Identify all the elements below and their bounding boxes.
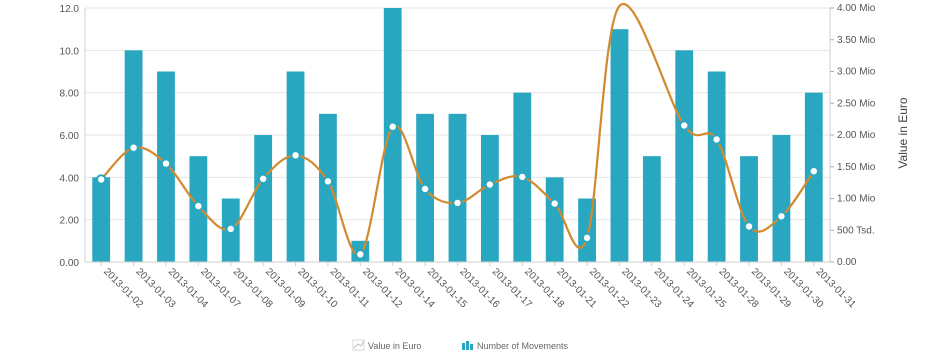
bar — [254, 135, 273, 262]
left-tick-label: 8.00 — [60, 89, 80, 100]
bar — [448, 113, 467, 262]
line-point — [290, 150, 301, 161]
bar — [319, 113, 337, 262]
left-tick-label: 10.0 — [60, 46, 80, 57]
left-tick-label: 0.00 — [60, 258, 80, 269]
right-tick-label: 1.50 Mio — [837, 162, 876, 173]
right-tick-label: 4.00 Mio — [837, 3, 876, 14]
line-point — [743, 221, 755, 232]
right-axis-title: Value in Euro — [896, 97, 910, 168]
left-tick-label: 4.00 — [60, 173, 80, 184]
line-point — [355, 249, 366, 260]
left-tick-label: 2.00 — [60, 216, 80, 227]
right-tick-label: 1.00 Mio — [837, 194, 876, 205]
line-point — [387, 121, 398, 132]
line-point — [808, 165, 820, 177]
bar — [707, 71, 726, 262]
bar — [383, 8, 402, 262]
line-point — [257, 173, 269, 185]
line-point — [419, 183, 431, 195]
left-tick-label: 6.00 — [60, 131, 80, 142]
bar-legend-icon — [462, 341, 473, 350]
line-point — [711, 134, 722, 145]
legend-item-line[interactable]: Value in Euro — [352, 339, 421, 351]
bar — [124, 50, 143, 263]
line-point — [160, 158, 172, 169]
right-tick-label: 3.50 Mio — [837, 35, 876, 46]
line-point — [549, 198, 560, 209]
line-point — [225, 223, 236, 235]
line-point — [484, 179, 496, 190]
legend: Value in Euro Number of Movements — [352, 339, 569, 351]
legend-item-bar[interactable]: Number of Movements — [462, 341, 569, 351]
bar — [545, 177, 564, 262]
bar — [480, 135, 499, 262]
line-point — [776, 211, 787, 222]
bar — [642, 156, 661, 262]
line-point — [128, 142, 139, 153]
bar — [610, 29, 629, 262]
line-point — [95, 174, 107, 185]
legend-label-bar: Number of Movements — [477, 341, 569, 351]
line-point — [517, 171, 528, 183]
line-point — [679, 120, 690, 131]
line-legend-icon — [352, 339, 365, 351]
bar — [675, 50, 694, 263]
right-tick-label: 500 Tsd. — [837, 225, 875, 236]
right-tick-label: 0.00 — [837, 257, 857, 268]
legend-label-line: Value in Euro — [368, 341, 421, 351]
line-point — [581, 232, 593, 244]
left-tick-label: 12.0 — [60, 4, 80, 15]
bar — [740, 156, 758, 262]
bar — [92, 177, 111, 262]
right-tick-label: 2.00 Mio — [837, 130, 876, 141]
line-point — [322, 176, 334, 187]
line-point — [452, 197, 463, 209]
line-series — [95, 2, 820, 260]
right-tick-label: 2.50 Mio — [837, 98, 876, 109]
line-point — [193, 200, 204, 212]
bar — [804, 92, 823, 263]
bar — [286, 71, 305, 262]
bar — [772, 135, 791, 262]
right-tick-label: 3.00 Mio — [837, 67, 876, 78]
